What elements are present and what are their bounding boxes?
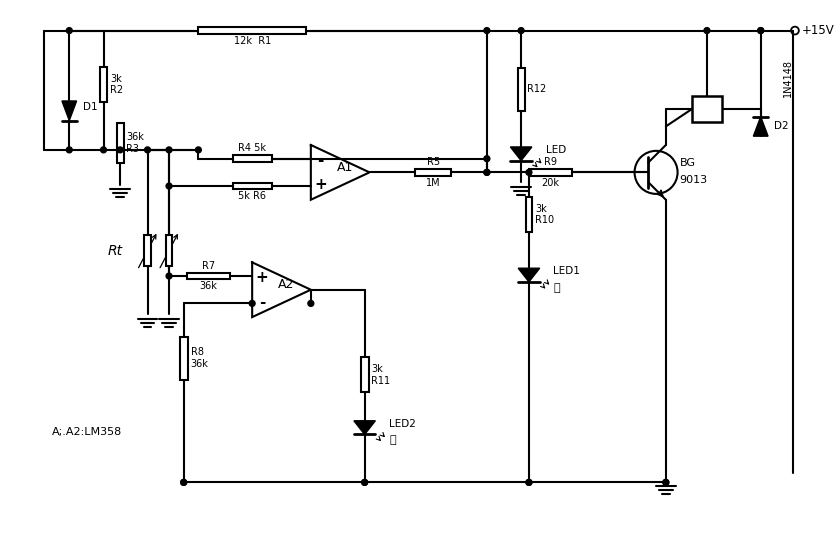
- Polygon shape: [354, 421, 375, 435]
- Circle shape: [484, 156, 490, 162]
- Bar: [692, 96, 722, 122]
- Text: R4 5k: R4 5k: [239, 143, 266, 153]
- Text: 20k: 20k: [542, 178, 559, 188]
- Bar: [360, 357, 369, 392]
- Text: +15V: +15V: [802, 24, 834, 37]
- Circle shape: [144, 147, 150, 153]
- Text: -: -: [259, 295, 265, 310]
- Circle shape: [166, 183, 172, 189]
- Text: +: +: [255, 270, 268, 285]
- Text: R7: R7: [202, 261, 215, 271]
- Text: 36k: 36k: [199, 281, 217, 291]
- Text: D1: D1: [83, 102, 97, 112]
- Text: R8
36k: R8 36k: [191, 347, 208, 369]
- Circle shape: [166, 273, 172, 279]
- Bar: [233, 183, 271, 189]
- Text: 红: 红: [554, 282, 560, 293]
- Text: 3k
R11: 3k R11: [371, 364, 391, 386]
- Bar: [416, 169, 451, 176]
- Circle shape: [181, 480, 186, 485]
- Text: LED1: LED1: [554, 266, 580, 276]
- Circle shape: [526, 480, 532, 485]
- Text: 3k
R10: 3k R10: [535, 204, 554, 225]
- Circle shape: [181, 480, 186, 485]
- Text: R9: R9: [544, 157, 557, 167]
- Text: LED2: LED2: [389, 418, 416, 428]
- Bar: [117, 123, 123, 163]
- Polygon shape: [511, 147, 532, 160]
- Polygon shape: [753, 117, 768, 136]
- Circle shape: [758, 28, 764, 33]
- Bar: [186, 273, 229, 280]
- Circle shape: [704, 28, 710, 33]
- Text: 1N4148: 1N4148: [783, 59, 793, 98]
- Text: 3k
R2: 3k R2: [110, 74, 123, 95]
- Circle shape: [663, 480, 669, 485]
- Circle shape: [663, 480, 669, 485]
- Bar: [529, 169, 572, 176]
- Circle shape: [526, 480, 532, 485]
- Text: 12k  R1: 12k R1: [234, 37, 270, 47]
- Circle shape: [118, 147, 123, 153]
- Polygon shape: [518, 268, 539, 282]
- Circle shape: [518, 28, 524, 33]
- Circle shape: [484, 28, 490, 33]
- Circle shape: [66, 147, 72, 153]
- Bar: [233, 155, 271, 162]
- Circle shape: [362, 480, 368, 485]
- Text: 黄: 黄: [389, 435, 396, 445]
- Text: 36k
R3: 36k R3: [127, 132, 144, 154]
- Text: A1: A1: [337, 161, 354, 174]
- Text: R12: R12: [528, 84, 547, 94]
- Bar: [144, 235, 151, 266]
- Text: J: J: [705, 102, 709, 116]
- Circle shape: [166, 147, 172, 153]
- Bar: [526, 197, 533, 232]
- Text: +: +: [314, 177, 327, 192]
- Circle shape: [526, 169, 532, 175]
- Bar: [198, 27, 306, 34]
- Circle shape: [484, 169, 490, 175]
- Text: LED: LED: [545, 145, 566, 155]
- Circle shape: [758, 28, 764, 33]
- Text: 9013: 9013: [680, 175, 707, 185]
- Bar: [517, 68, 524, 111]
- Bar: [100, 67, 107, 102]
- Text: 5k R6: 5k R6: [239, 191, 266, 201]
- Circle shape: [484, 169, 490, 175]
- Text: -: -: [318, 153, 323, 168]
- Bar: [180, 337, 187, 380]
- Text: Rt: Rt: [108, 244, 123, 258]
- Text: D2: D2: [774, 122, 789, 132]
- Text: R5: R5: [427, 157, 439, 167]
- Circle shape: [249, 300, 255, 306]
- Text: A;.A2:LM358: A;.A2:LM358: [52, 427, 122, 437]
- Circle shape: [196, 147, 202, 153]
- Bar: [165, 235, 172, 266]
- Circle shape: [362, 480, 368, 485]
- Text: BG: BG: [680, 158, 696, 168]
- Text: 1M: 1M: [426, 178, 440, 188]
- Circle shape: [308, 300, 314, 306]
- Circle shape: [101, 147, 107, 153]
- Circle shape: [66, 28, 72, 33]
- Text: A2: A2: [278, 279, 295, 291]
- Polygon shape: [62, 101, 76, 120]
